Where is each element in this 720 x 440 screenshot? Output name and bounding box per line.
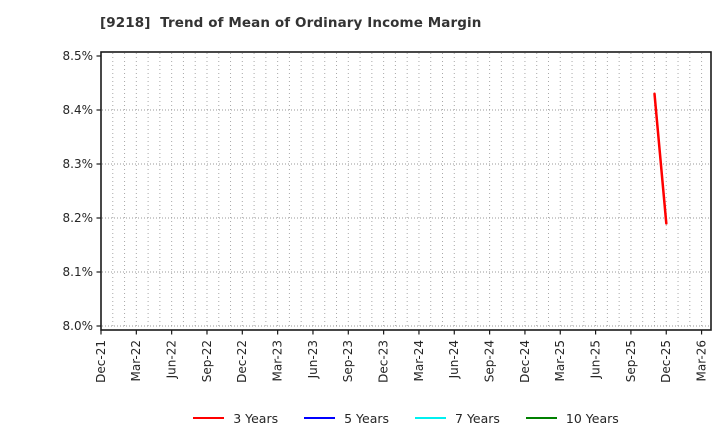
chart-title: [9218] Trend of Mean of Ordinary Income … bbox=[100, 15, 482, 31]
legend-swatch-5-years-line bbox=[304, 417, 336, 419]
x-tick-label: Dec-23 bbox=[376, 340, 390, 383]
legend-label-10-years: 10 Years bbox=[565, 410, 619, 426]
x-tick-label: Mar-25 bbox=[553, 340, 567, 381]
legend-item-10-years: 10 Years bbox=[525, 410, 619, 426]
plot-border bbox=[100, 51, 712, 331]
legend-label-3-years: 3 Years bbox=[233, 410, 279, 426]
y-tick-label: 8.2% bbox=[63, 211, 94, 225]
x-tick-label: Sep-24 bbox=[482, 340, 496, 382]
x-tick-label: Dec-24 bbox=[518, 340, 532, 383]
x-tick-label: Jun-22 bbox=[164, 340, 178, 379]
x-tick-label: Sep-25 bbox=[624, 340, 638, 382]
x-tick-label: Dec-22 bbox=[235, 340, 249, 383]
y-tick-label: 8.4% bbox=[63, 103, 94, 117]
legend: 3 Years 5 Years 7 Years 10 Years bbox=[101, 406, 711, 430]
x-tick-label: Jun-24 bbox=[447, 340, 461, 379]
plot-area: 8.0% 8.1% 8.2% 8.3% 8.4% 8.5% Dec-21 Mar-22 Jun-… bbox=[63, 49, 712, 383]
x-tick-label: Jun-25 bbox=[588, 340, 602, 379]
x-tick-label: Sep-22 bbox=[200, 340, 214, 382]
legend-swatch-3-years-line bbox=[193, 417, 225, 419]
x-tick-label: Mar-26 bbox=[694, 340, 708, 381]
legend-label-5-years: 5 Years bbox=[344, 410, 390, 426]
x-tick-label: Mar-24 bbox=[412, 340, 426, 381]
legend-swatch-10-years-line bbox=[525, 417, 557, 419]
y-tick-label: 8.1% bbox=[63, 265, 94, 279]
legend-item-5-years: 5 Years bbox=[304, 411, 389, 426]
series-line-3-years bbox=[653, 92, 668, 225]
legend-label-7-years: 7 Years bbox=[455, 410, 500, 426]
legend-item-7-years: 7 Years bbox=[415, 411, 500, 426]
legend-item-3-years: 3 Years bbox=[193, 411, 278, 426]
y-tick-label: 8.5% bbox=[63, 49, 94, 63]
legend-swatch-7-years-line bbox=[415, 417, 447, 419]
y-tick-label: 8.0% bbox=[63, 319, 94, 333]
x-tick-label: Sep-23 bbox=[341, 340, 355, 382]
x-tick-label: Mar-23 bbox=[270, 340, 284, 381]
y-tick-label: 8.3% bbox=[63, 157, 94, 171]
x-tick-label: Dec-25 bbox=[659, 340, 673, 383]
x-tick-label: Dec-21 bbox=[94, 340, 108, 383]
x-tick-label: Mar-22 bbox=[129, 340, 143, 381]
x-tick-label: Jun-23 bbox=[306, 340, 320, 379]
